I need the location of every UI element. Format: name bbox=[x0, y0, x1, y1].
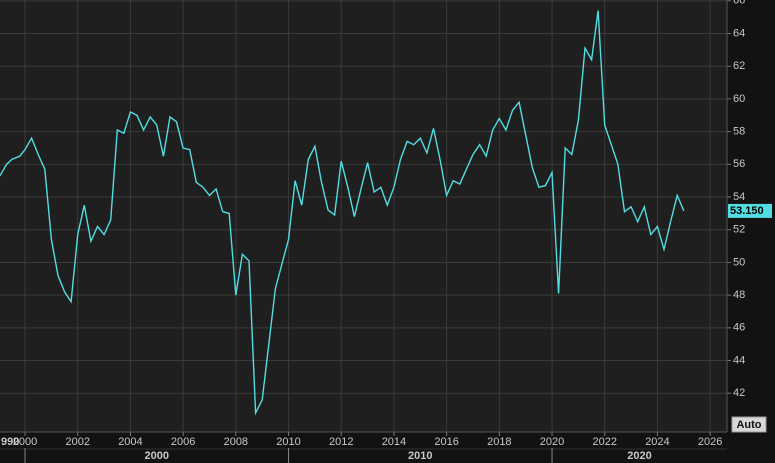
y-tick-label: 48 bbox=[733, 289, 745, 301]
button-bg[interactable] bbox=[731, 416, 767, 433]
y-tick-label: 56 bbox=[733, 158, 745, 170]
auto-button[interactable]: Auto bbox=[731, 416, 767, 433]
y-tick-label: 46 bbox=[733, 322, 745, 334]
x-tick-label: 2006 bbox=[171, 436, 195, 448]
x-tick-label: 2008 bbox=[224, 436, 248, 448]
y-tick-label: 64 bbox=[733, 27, 745, 39]
y-tick-label: 52 bbox=[733, 224, 745, 236]
x-tick-label: 2010 bbox=[276, 436, 300, 448]
plot-area bbox=[0, 0, 727, 432]
decade-label: 2000 bbox=[145, 450, 169, 462]
y-tick-label: 58 bbox=[733, 126, 745, 138]
x-tick-label: 2018 bbox=[487, 436, 511, 448]
x-tick-label: 2026 bbox=[698, 436, 722, 448]
y-tick-label: 50 bbox=[733, 256, 745, 268]
y-tick-label: 60 bbox=[733, 93, 745, 105]
x-tick-label: 2012 bbox=[329, 436, 353, 448]
decade-label: 2020 bbox=[627, 450, 651, 462]
clipped-decade-label: 990 bbox=[1, 436, 19, 448]
last-value-box bbox=[728, 203, 772, 218]
x-tick-label: 2002 bbox=[65, 436, 89, 448]
y-tick-label: 66 bbox=[733, 0, 745, 7]
last-value-label: 53.150 bbox=[730, 205, 764, 217]
y-tick-label: 44 bbox=[733, 354, 745, 366]
button-label[interactable]: Auto bbox=[736, 419, 761, 431]
x-tick-label: 2022 bbox=[592, 436, 616, 448]
decade-label: 2010 bbox=[408, 450, 432, 462]
y-tick-label: 54 bbox=[733, 191, 745, 203]
x-tick-label: 2004 bbox=[118, 436, 142, 448]
x-tick-label: 2014 bbox=[382, 436, 406, 448]
x-tick-label: 2000 bbox=[13, 436, 37, 448]
x-tick-label: 2020 bbox=[540, 436, 564, 448]
y-tick-label: 42 bbox=[733, 387, 745, 399]
x-tick-label: 2024 bbox=[645, 436, 669, 448]
y-tick-label: 62 bbox=[733, 60, 745, 72]
line-series bbox=[0, 10, 685, 416]
x-tick-label: 2016 bbox=[434, 436, 458, 448]
